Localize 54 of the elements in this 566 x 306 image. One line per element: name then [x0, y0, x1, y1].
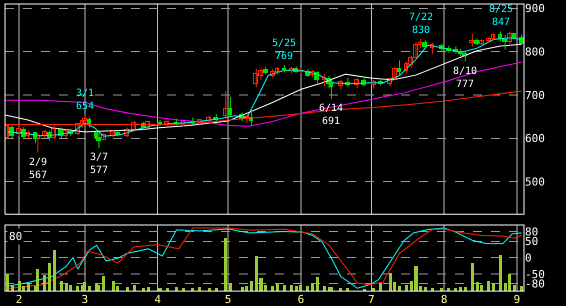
- bar: [224, 238, 227, 292]
- bar: [290, 285, 293, 292]
- x-tick-label: 3: [82, 293, 88, 306]
- x-tick-label: 9: [514, 293, 520, 306]
- bar: [102, 276, 105, 292]
- bar: [487, 281, 490, 292]
- x-tick-label: 8: [440, 293, 448, 306]
- y-tick-label: 500: [525, 176, 545, 189]
- bar: [112, 281, 115, 292]
- bar: [323, 286, 326, 292]
- y-tick-label: 800: [525, 46, 545, 59]
- bar: [133, 285, 136, 292]
- bar: [245, 286, 248, 292]
- x-tick-label: 7: [368, 293, 375, 306]
- bar: [316, 277, 319, 292]
- y-tick-label: 600: [525, 132, 545, 146]
- bar: [492, 283, 495, 292]
- bar: [276, 284, 279, 292]
- bar: [405, 285, 408, 292]
- annotation: 80: [9, 230, 22, 243]
- x-tick-label: 6: [298, 293, 304, 306]
- annotation: 5/25 769: [272, 38, 296, 62]
- bar: [414, 266, 418, 292]
- annotation: 3/7 577: [90, 152, 108, 176]
- bar: [88, 286, 91, 292]
- annotation: 7/22 830: [409, 12, 434, 36]
- annotation: 2/9 567: [29, 157, 48, 181]
- bar: [480, 285, 483, 292]
- bar: [398, 286, 401, 292]
- bar: [299, 285, 302, 292]
- x-tick-label: 5: [224, 293, 232, 306]
- bar: [476, 282, 479, 292]
- bar: [499, 255, 502, 292]
- y-tick-label: 900: [525, 2, 545, 16]
- y-tick-label: 700: [525, 88, 545, 102]
- bar: [271, 286, 274, 292]
- bar: [229, 283, 232, 292]
- bar: [295, 286, 298, 292]
- bar: [508, 274, 511, 292]
- annotation: 8/25 847: [489, 4, 514, 28]
- bar: [379, 283, 382, 292]
- x-tick-label: 4: [154, 293, 162, 306]
- x-tick-label: 2: [16, 293, 22, 306]
- bar: [283, 285, 286, 292]
- bar: [306, 286, 309, 292]
- bar: [389, 273, 392, 292]
- y-tick-label: 0: [525, 251, 532, 264]
- annotation: 8/10 777: [453, 66, 478, 90]
- bar: [250, 281, 253, 292]
- bar: [471, 263, 474, 292]
- bar: [83, 282, 86, 292]
- bar: [311, 283, 314, 292]
- bar: [520, 286, 523, 292]
- bar: [513, 285, 516, 292]
